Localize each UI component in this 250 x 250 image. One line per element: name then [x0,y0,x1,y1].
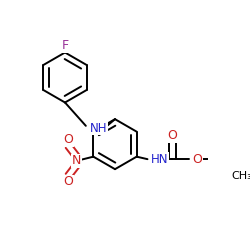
Text: O: O [64,175,73,188]
Text: HN: HN [151,153,168,166]
Text: CH₃: CH₃ [232,171,250,181]
Text: O: O [64,134,73,146]
Text: F: F [62,39,68,52]
Text: O: O [192,153,202,166]
Text: N: N [72,154,81,167]
Text: NH: NH [90,122,108,135]
Text: O: O [168,129,177,142]
